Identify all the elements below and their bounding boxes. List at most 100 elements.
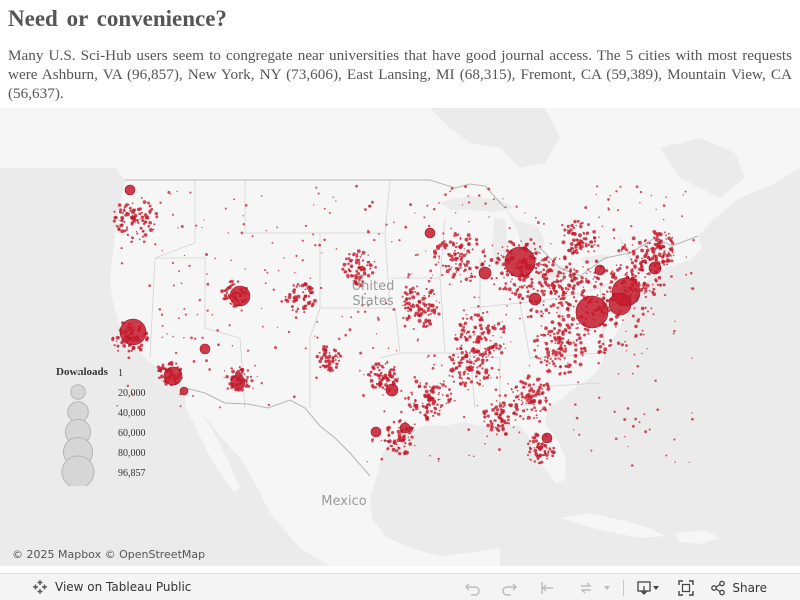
download-marker[interactable] [366, 273, 371, 278]
download-marker[interactable] [665, 238, 668, 240]
download-marker[interactable] [573, 233, 576, 237]
download-marker[interactable] [562, 272, 565, 275]
download-marker[interactable] [548, 403, 552, 406]
download-marker[interactable] [412, 408, 415, 412]
download-marker[interactable] [584, 237, 588, 241]
download-marker[interactable] [468, 361, 471, 364]
download-marker[interactable] [447, 252, 450, 256]
download-marker[interactable] [572, 289, 575, 291]
download-marker[interactable] [530, 281, 534, 285]
download-marker[interactable] [551, 454, 555, 458]
download-marker[interactable] [572, 341, 575, 344]
download-marker[interactable] [208, 368, 211, 371]
download-marker[interactable] [529, 238, 533, 241]
download-marker[interactable] [304, 347, 307, 350]
download-marker[interactable] [233, 198, 236, 201]
download-marker[interactable] [692, 238, 695, 242]
download-marker[interactable] [615, 264, 618, 266]
download-marker[interactable] [539, 383, 543, 387]
download-marker[interactable] [437, 386, 441, 390]
download-marker[interactable] [409, 308, 413, 312]
download-marker[interactable] [448, 240, 453, 244]
download-marker[interactable] [242, 369, 245, 372]
download-marker[interactable] [497, 448, 501, 452]
download-marker[interactable] [540, 270, 543, 273]
download-marker[interactable] [480, 262, 485, 267]
download-marker[interactable] [520, 240, 522, 242]
download-marker[interactable] [304, 224, 308, 228]
download-marker[interactable] [296, 307, 299, 310]
download-marker-large[interactable] [229, 285, 251, 307]
download-marker[interactable] [501, 326, 506, 331]
download-marker[interactable] [630, 464, 634, 467]
download-marker[interactable] [462, 415, 466, 419]
download-marker[interactable] [506, 415, 509, 418]
download-marker[interactable] [431, 390, 435, 394]
download-marker[interactable] [294, 316, 298, 319]
download-marker[interactable] [377, 318, 380, 321]
download-marker[interactable] [685, 273, 688, 276]
download-marker[interactable] [470, 272, 473, 275]
download-marker[interactable] [400, 389, 403, 392]
download-marker[interactable] [360, 253, 363, 256]
download-marker[interactable] [318, 351, 321, 354]
download-marker[interactable] [404, 285, 408, 289]
download-marker[interactable] [613, 410, 616, 413]
download-marker[interactable] [317, 192, 320, 195]
download-marker[interactable] [487, 349, 491, 352]
download-marker[interactable] [376, 366, 379, 369]
download-marker[interactable] [520, 399, 523, 402]
download-marker[interactable] [486, 414, 490, 418]
map-attribution[interactable]: © 2025 Mapbox © OpenStreetMap [12, 548, 206, 561]
download-marker[interactable] [351, 274, 355, 278]
download-marker[interactable] [443, 380, 445, 383]
download-marker[interactable] [566, 230, 571, 235]
download-marker[interactable] [183, 307, 186, 310]
download-marker[interactable] [493, 326, 497, 331]
download-marker[interactable] [582, 286, 585, 288]
download-marker[interactable] [471, 319, 473, 321]
download-marker[interactable] [395, 449, 399, 453]
download-marker[interactable] [468, 454, 470, 457]
download-marker[interactable] [572, 247, 575, 250]
download-marker[interactable] [378, 381, 383, 386]
download-marker[interactable] [613, 276, 618, 280]
download-marker[interactable] [419, 382, 422, 384]
download-marker[interactable] [570, 317, 575, 322]
download-marker[interactable] [575, 269, 579, 274]
download-marker[interactable] [652, 313, 655, 316]
download-marker[interactable] [131, 345, 136, 350]
download-marker[interactable] [582, 288, 586, 292]
download-marker[interactable] [533, 417, 536, 420]
download-marker[interactable] [495, 433, 498, 436]
download-marker[interactable] [432, 414, 435, 417]
download-marker[interactable] [431, 304, 434, 307]
download-marker[interactable] [625, 344, 628, 347]
download-marker[interactable] [521, 409, 526, 413]
download-marker[interactable] [463, 248, 465, 250]
download-marker[interactable] [587, 332, 590, 335]
download-marker[interactable] [428, 394, 431, 397]
download-marker[interactable] [292, 299, 296, 304]
download-marker[interactable] [457, 233, 460, 236]
download-marker[interactable] [319, 286, 323, 290]
download-marker[interactable] [551, 303, 556, 307]
download-marker[interactable] [425, 250, 427, 252]
download-marker[interactable] [557, 280, 560, 283]
download-marker[interactable] [240, 231, 244, 235]
download-marker[interactable] [665, 454, 668, 457]
download-marker[interactable] [438, 302, 441, 304]
download-marker[interactable] [296, 294, 301, 299]
download-marker[interactable] [328, 211, 331, 214]
download-marker[interactable] [658, 252, 660, 254]
download-marker[interactable] [384, 388, 386, 391]
download-marker[interactable] [464, 336, 466, 338]
download-marker[interactable] [554, 357, 557, 360]
download-marker[interactable] [506, 418, 510, 422]
download-marker[interactable] [368, 374, 371, 376]
download-marker[interactable] [438, 391, 441, 394]
download-marker[interactable] [593, 243, 596, 246]
download-marker[interactable] [331, 360, 333, 363]
download-marker[interactable] [542, 268, 545, 272]
download-marker[interactable] [561, 288, 564, 291]
